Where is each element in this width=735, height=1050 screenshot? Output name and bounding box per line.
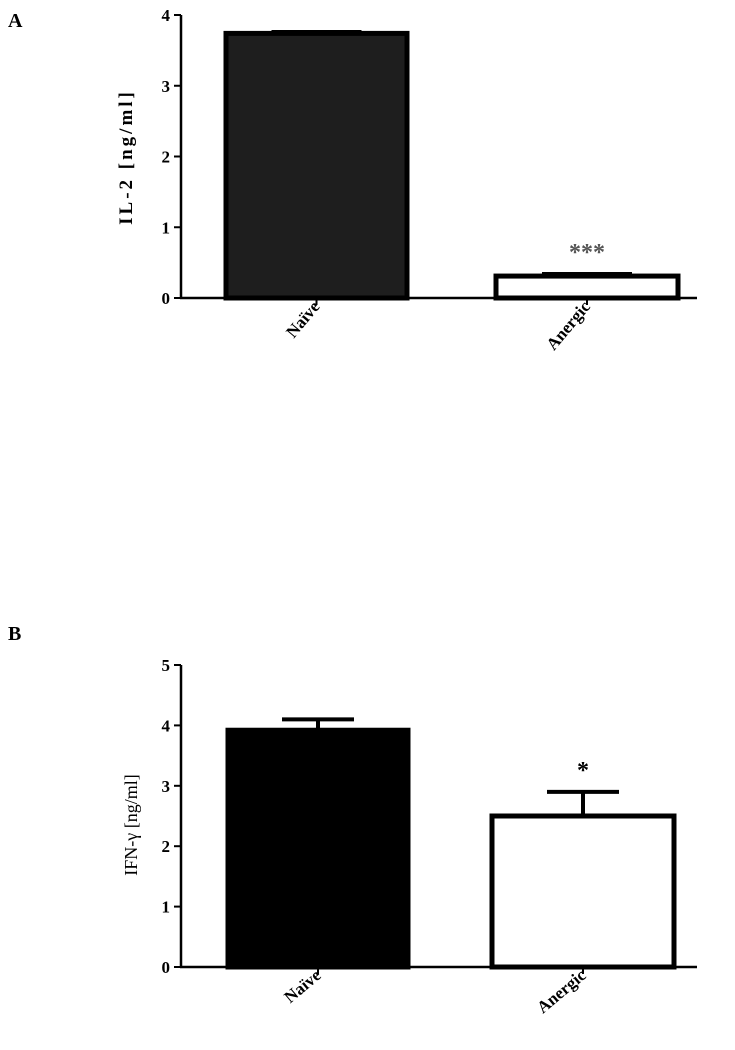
bar-0 [223, 30, 410, 301]
y-tick-label: 5 [162, 656, 171, 675]
x-tick-label: Naïve [282, 297, 324, 341]
y-tick-label: 1 [162, 218, 171, 237]
y-tick-label: 0 [162, 289, 171, 308]
x-tick-label: Anergic [533, 965, 590, 1017]
bar-0 [225, 727, 411, 970]
y-tick-label: 0 [162, 958, 171, 977]
y-tick-label: 1 [162, 898, 171, 917]
y-tick-label: 2 [162, 837, 171, 856]
panel-a: A IL-2 [ng/ml] 0 1 2 3 4 Naïve Anergic *** [8, 6, 697, 354]
significance-marker: * [577, 758, 589, 784]
panel-b-y-axis-label: IFN-γ [ng/ml] [121, 774, 141, 875]
panel-a-label: A [8, 10, 23, 32]
panel-a-plot: 0 1 2 3 4 Naïve Anergic *** [162, 6, 697, 354]
significance-marker: *** [569, 240, 605, 266]
bar-1 [489, 813, 677, 970]
y-tick-label: 2 [162, 148, 171, 167]
panel-a-y-axis-label: IL-2 [ng/ml] [116, 89, 137, 225]
y-tick-label: 4 [162, 716, 171, 735]
bar-1 [493, 273, 681, 301]
x-tick-label: Anergic [542, 297, 594, 354]
y-tick-label: 3 [162, 77, 171, 96]
y-tick-label: 3 [162, 777, 171, 796]
y-tick-label: 4 [162, 6, 171, 25]
panel-b-label: B [8, 623, 21, 645]
